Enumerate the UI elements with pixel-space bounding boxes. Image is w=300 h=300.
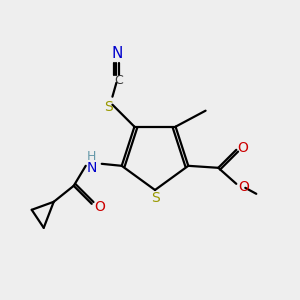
Text: H: H: [87, 150, 96, 163]
Text: N: N: [86, 161, 97, 175]
Text: S: S: [151, 191, 159, 205]
Text: C: C: [114, 74, 123, 87]
Text: N: N: [112, 46, 123, 61]
Text: S: S: [104, 100, 113, 114]
Text: O: O: [237, 141, 248, 155]
Text: O: O: [238, 180, 249, 194]
Text: O: O: [94, 200, 105, 214]
